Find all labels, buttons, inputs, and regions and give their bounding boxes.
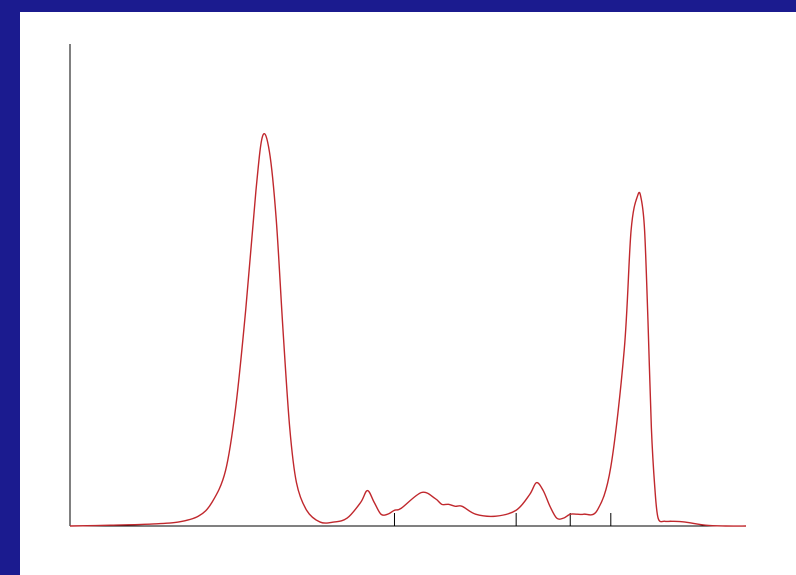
- chromatogram-chart: [69, 44, 747, 527]
- chart-panel: [20, 12, 796, 575]
- series-line: [69, 132, 747, 527]
- marker-ticks: [393, 513, 612, 526]
